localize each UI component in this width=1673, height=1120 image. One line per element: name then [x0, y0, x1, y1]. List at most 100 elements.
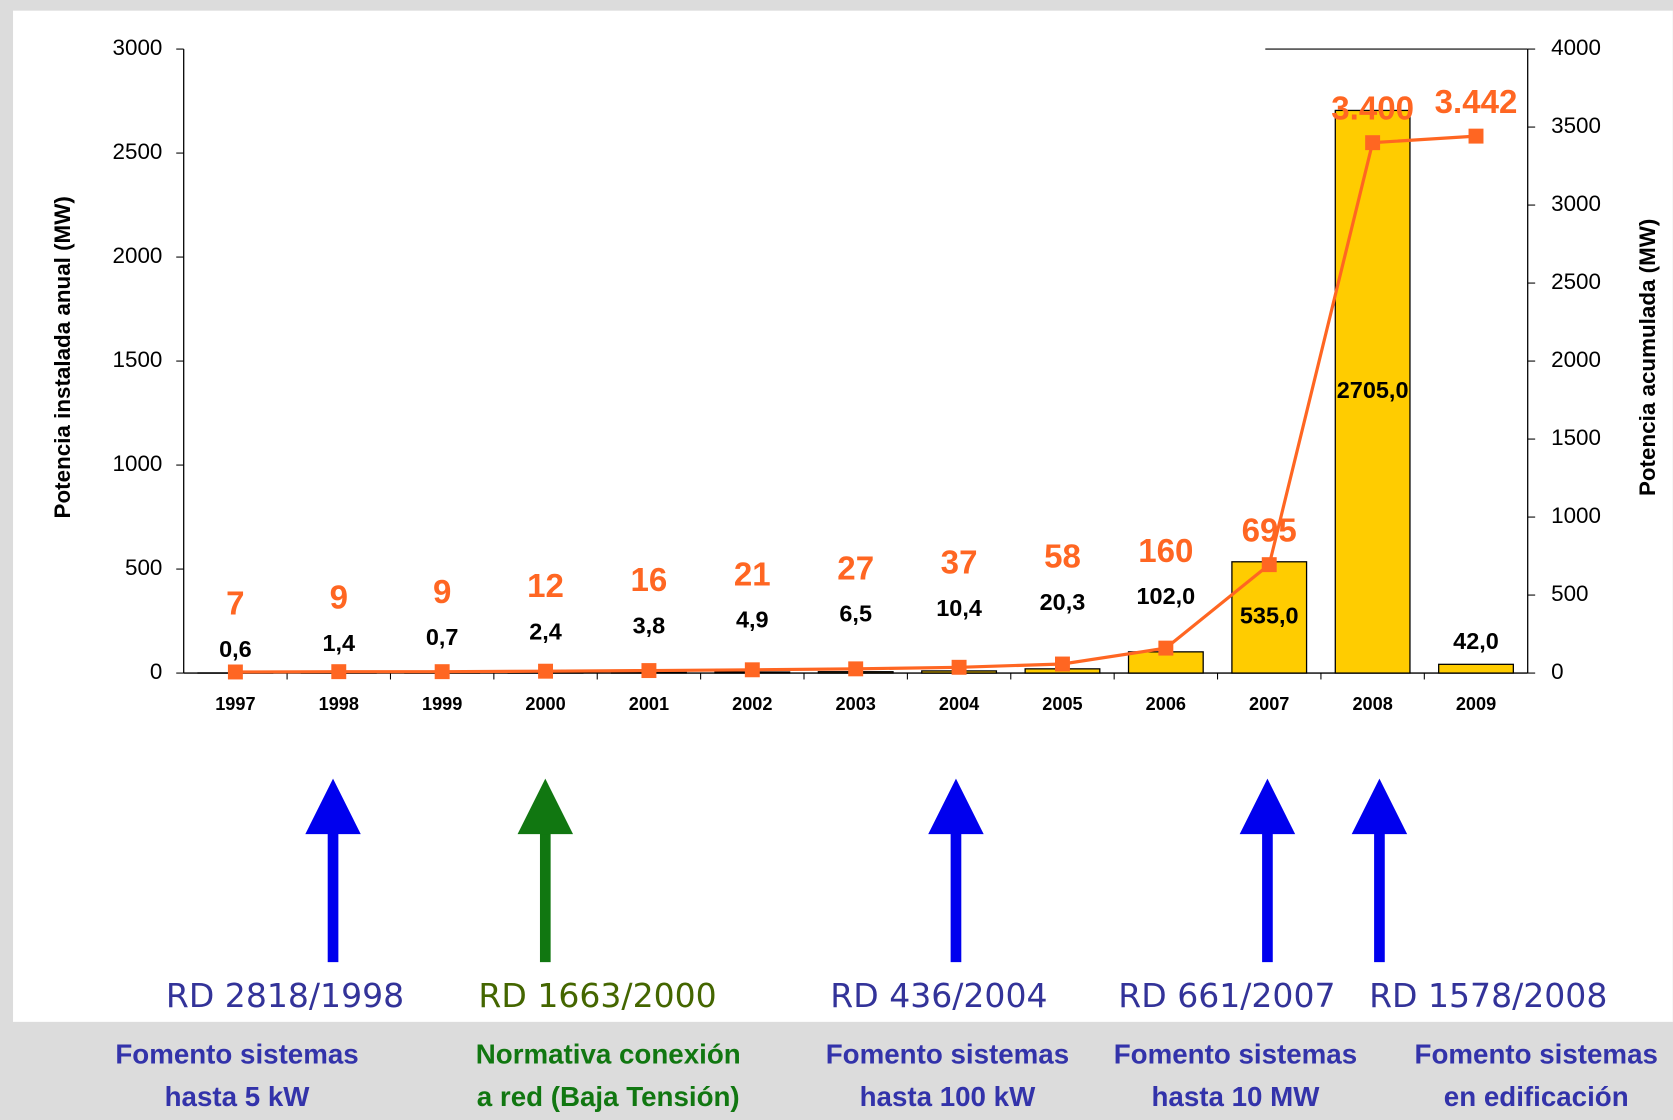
x-tick-label: 2005 — [1042, 694, 1082, 714]
line-value-label: 695 — [1242, 512, 1297, 549]
chart-panel — [13, 10, 1673, 1022]
arrow-shaft — [1262, 832, 1273, 963]
regulation-description: a red (Baja Tensión) — [477, 1081, 740, 1112]
regulation-label: RD 1663/2000 — [478, 976, 716, 1015]
line-value-label: 12 — [527, 568, 564, 605]
arrow-shaft — [950, 832, 962, 963]
regulation-description: hasta 100 kW — [860, 1081, 1036, 1112]
x-tick-label: 2006 — [1146, 694, 1186, 714]
y2-tick-label: 3500 — [1551, 113, 1601, 138]
bar-value-label: 4,9 — [736, 607, 769, 633]
regulation-description: Normativa conexión — [476, 1038, 741, 1069]
x-tick-label: 1998 — [319, 694, 359, 714]
x-tick-label: 2009 — [1456, 694, 1496, 714]
line-marker — [434, 664, 450, 680]
line-value-label: 58 — [1044, 539, 1081, 576]
y2-tick-label: 1500 — [1551, 425, 1601, 450]
arrow-head — [305, 778, 361, 835]
y2-tick-label: 1000 — [1551, 503, 1601, 528]
line-value-label: 3.400 — [1331, 90, 1414, 127]
y2-tick-label: 500 — [1551, 581, 1588, 606]
regulation-description: Fomento sistemas — [1114, 1038, 1357, 1069]
y2-tick-label: 2500 — [1551, 269, 1601, 294]
arrow-head — [517, 778, 574, 835]
y-tick-label: 1000 — [113, 451, 163, 476]
x-tick-label: 1997 — [215, 694, 255, 714]
line-marker — [1261, 557, 1277, 573]
y2-tick-label: 3000 — [1551, 191, 1601, 216]
line-marker — [744, 662, 760, 678]
x-tick-label: 2000 — [525, 694, 565, 714]
y2-tick-label: 2000 — [1551, 347, 1601, 372]
bar-value-label: 20,3 — [1040, 589, 1086, 615]
regulation-description: Fomento sistemas — [1415, 1038, 1658, 1069]
regulation-description: hasta 10 MW — [1151, 1081, 1320, 1112]
y-tick-label: 3000 — [113, 35, 163, 60]
bar-value-label: 42,0 — [1453, 628, 1499, 654]
line-marker — [1158, 640, 1174, 656]
line-marker — [227, 664, 243, 680]
bar-value-label: 2,4 — [529, 618, 562, 644]
arrow-shaft — [539, 832, 551, 963]
y-tick-label: 500 — [125, 555, 162, 580]
arrow-head — [1239, 778, 1296, 835]
bar-value-label: 10,4 — [936, 595, 982, 621]
line-value-label: 7 — [226, 586, 244, 623]
bar-value-label: 535,0 — [1240, 603, 1299, 629]
bar-value-label: 1,4 — [322, 630, 355, 656]
arrow-shaft — [1374, 832, 1385, 963]
line-marker — [1468, 128, 1484, 144]
y-tick-label: 2000 — [113, 243, 163, 268]
line-value-label: 9 — [330, 580, 348, 617]
x-tick-label: 2002 — [732, 694, 772, 714]
line-value-label: 9 — [433, 574, 451, 611]
line-marker — [951, 659, 967, 675]
regulation-label: RD 2818/1998 — [166, 976, 404, 1015]
regulation-description: Fomento sistemas — [115, 1038, 358, 1069]
arrow-shaft — [327, 832, 339, 963]
bar-value-label: 3,8 — [633, 612, 666, 638]
y-axis-title: Potencia instalada anual (MW) — [50, 196, 75, 518]
line-marker — [1365, 135, 1381, 151]
arrow-head — [928, 778, 984, 835]
bar — [1334, 109, 1411, 674]
x-tick-label: 2007 — [1249, 694, 1289, 714]
bar-value-label: 0,7 — [426, 624, 459, 650]
line-value-label: 3.442 — [1435, 84, 1518, 121]
bar — [1438, 663, 1514, 674]
bar-value-label: 0,6 — [219, 636, 252, 662]
line-marker — [641, 663, 657, 679]
line-marker — [538, 663, 554, 679]
line-value-label: 37 — [941, 545, 978, 582]
y2-axis-title: Potencia acumulada (MW) — [1635, 219, 1660, 496]
arrow-head — [1351, 778, 1408, 835]
y-tick-label: 0 — [150, 659, 162, 684]
x-tick-label: 2001 — [629, 694, 669, 714]
x-tick-label: 2003 — [836, 694, 876, 714]
regulation-description: Fomento sistemas — [826, 1038, 1069, 1069]
y2-tick-label: 0 — [1551, 659, 1563, 684]
x-tick-label: 2004 — [939, 694, 979, 714]
regulation-label: RD 661/2007 — [1118, 976, 1335, 1015]
line-marker — [1055, 656, 1070, 672]
line-marker — [848, 661, 864, 677]
y-tick-label: 1500 — [113, 347, 163, 372]
bar-value-label: 2705,0 — [1337, 377, 1409, 403]
bar-value-label: 6,5 — [839, 601, 872, 627]
regulation-label: RD 436/2004 — [830, 976, 1047, 1015]
line-marker — [331, 664, 347, 680]
line-value-label: 16 — [631, 562, 668, 599]
regulation-description: en edificación — [1444, 1081, 1629, 1112]
regulation-label: RD 1578/2008 — [1369, 976, 1607, 1015]
regulation-description: hasta 5 kW — [165, 1081, 311, 1112]
line-value-label: 160 — [1138, 533, 1193, 570]
y2-tick-label: 4000 — [1551, 35, 1601, 60]
bar-value-label: 102,0 — [1137, 583, 1196, 609]
line-value-label: 27 — [837, 550, 874, 587]
x-tick-label: 2008 — [1352, 694, 1392, 714]
bar — [1231, 561, 1308, 674]
x-tick-label: 1999 — [422, 694, 462, 714]
line-value-label: 21 — [734, 556, 771, 593]
